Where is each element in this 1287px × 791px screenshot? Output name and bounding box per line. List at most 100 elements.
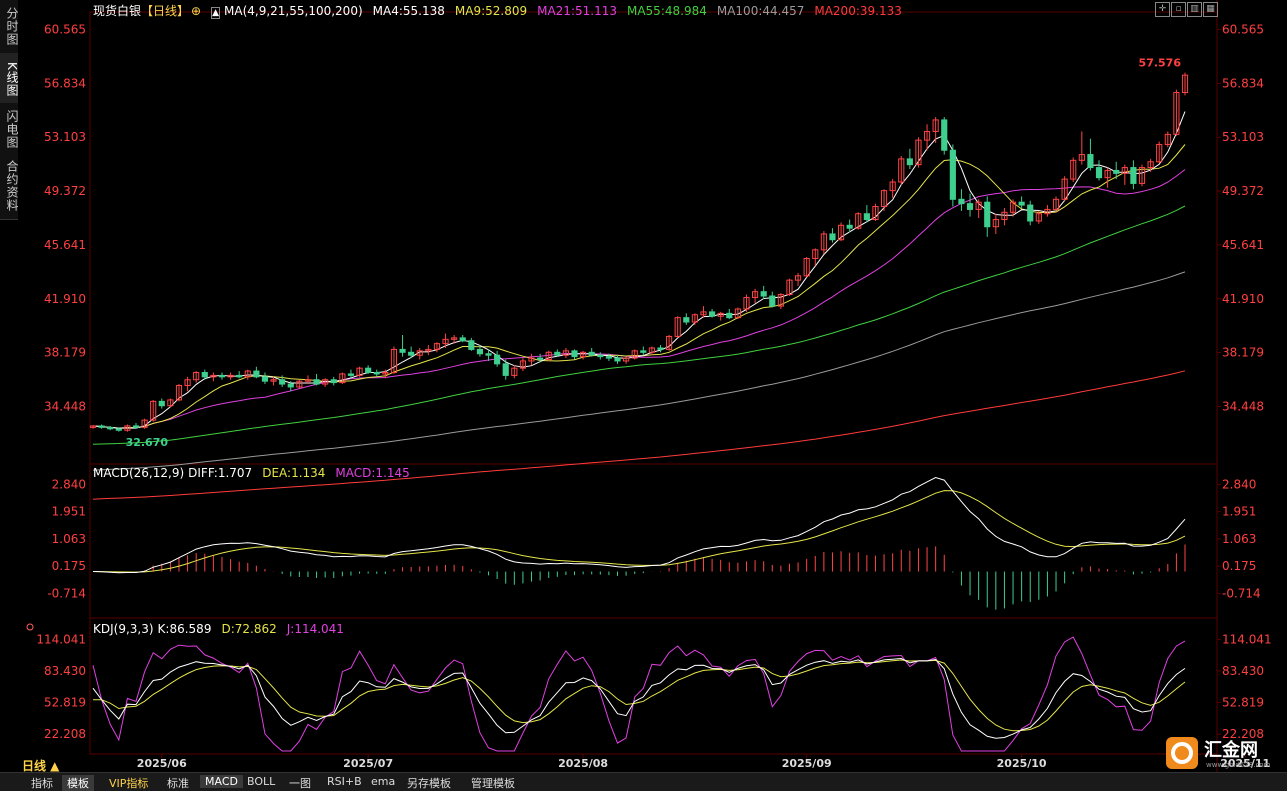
candle <box>1078 154 1085 161</box>
candle <box>330 379 337 384</box>
candle <box>562 350 569 356</box>
x-label-2: 2025/08 <box>558 757 608 770</box>
bottom-tab-3[interactable]: 标准 <box>167 777 189 790</box>
candle <box>1113 169 1120 174</box>
candle <box>898 158 905 183</box>
candle <box>261 376 269 382</box>
candle <box>717 312 724 317</box>
pane-frame-0 <box>89 11 1218 465</box>
candle <box>1027 204 1034 222</box>
candle <box>1147 161 1154 169</box>
candle <box>98 425 105 428</box>
ma-value-5: MA200:39.133 <box>814 4 902 18</box>
candle <box>984 201 991 228</box>
candle <box>279 379 286 385</box>
candle <box>270 379 277 382</box>
candle <box>837 224 845 241</box>
candle <box>614 357 621 362</box>
candle <box>691 314 698 323</box>
candle <box>623 357 630 362</box>
candle <box>1001 211 1008 221</box>
ma-value-0: MA4:55.138 <box>372 4 445 18</box>
bottom-tab-10[interactable]: 管理模板 <box>471 777 515 790</box>
candle <box>958 198 965 205</box>
candle <box>433 343 441 350</box>
candle <box>1009 201 1017 213</box>
high-annotation: 57.576 <box>1139 57 1182 70</box>
bottom-tab-0[interactable]: 指标 <box>31 777 53 790</box>
candle <box>1052 198 1060 210</box>
candle <box>743 296 750 310</box>
diff-line <box>92 476 1186 574</box>
bottom-tab-4[interactable]: MACD <box>200 775 243 788</box>
candle <box>966 203 974 210</box>
tab-kline[interactable]: K线图 <box>0 53 19 107</box>
candle <box>545 351 552 361</box>
candle <box>872 206 879 221</box>
indicator-toggle-icon[interactable]: ▲ <box>211 7 221 19</box>
price-tick-right-2: 53.103 <box>1222 130 1264 144</box>
tab-contract-info[interactable]: 合约资料 <box>0 153 19 220</box>
candle <box>554 351 561 356</box>
bottom-tab-1[interactable]: 模板 <box>62 775 94 791</box>
candle <box>365 367 372 374</box>
kdj-tick-right-0: 114.041 <box>1222 632 1272 646</box>
candle <box>941 119 948 151</box>
split-icon[interactable]: ▦ <box>1203 2 1218 17</box>
price-tick-left-4: 45.641 <box>44 238 86 252</box>
candle <box>476 348 484 355</box>
x-label-5: 2025/11 <box>1220 757 1270 770</box>
candle <box>820 233 827 251</box>
x-label-4: 2025/10 <box>997 757 1047 770</box>
price-header: 现货白银【日线】 ⊕ ▲ MA(4,9,21,55,100,200) MA4:55.13… <box>93 2 922 19</box>
bottom-tab-2[interactable]: VIP指标 <box>109 777 149 790</box>
ma100-line <box>92 271 1186 471</box>
kdj-tick-left-1: 83.430 <box>44 664 86 678</box>
bottom-tab-6[interactable]: 一图 <box>289 777 311 790</box>
candle <box>236 374 243 378</box>
period-button[interactable]: 日线 ▲ <box>22 759 60 773</box>
dea-line <box>92 490 1186 573</box>
candle <box>760 291 767 297</box>
candle <box>923 130 931 141</box>
settings-icon[interactable]: ⊕ <box>191 4 202 18</box>
kdj-k-line <box>92 657 1186 739</box>
candle <box>494 354 501 365</box>
kdj-j: J:114.041 <box>286 622 344 636</box>
bottom-tab-8[interactable]: ema <box>371 775 396 788</box>
macd-value: MACD:1.145 <box>335 466 410 480</box>
bottom-tab-5[interactable]: BOLL <box>247 775 276 788</box>
macd-tick-left-1: 1.951 <box>52 505 86 519</box>
bottom-tab-9[interactable]: 另存模板 <box>407 777 451 790</box>
candle <box>442 338 449 345</box>
macd-tick-right-4: -0.714 <box>1222 586 1261 600</box>
price-tick-right-6: 38.179 <box>1222 346 1264 360</box>
candle <box>751 291 759 298</box>
candle <box>683 317 690 323</box>
candle <box>855 213 862 229</box>
candle <box>726 312 733 319</box>
kdj-header: KDJ(9,3,3) K:86.589 D:72.862 J:114.041 <box>93 622 354 636</box>
kdj-marker-icon <box>26 623 34 631</box>
tab-flash-chart[interactable]: 闪电图 <box>0 103 19 157</box>
macd-tick-left-0: 2.840 <box>52 477 86 491</box>
gold678-logo: 汇金网 www.gold678.com <box>1166 735 1278 775</box>
ma-value-1: MA9:52.809 <box>454 4 528 18</box>
tab-timeshare[interactable]: 分时图 <box>0 0 19 54</box>
price-tick-right-1: 56.834 <box>1222 76 1264 90</box>
layout-icon[interactable]: ▥ <box>1187 2 1202 17</box>
bottom-tab-7[interactable]: RSI+B <box>327 775 362 788</box>
candle <box>150 400 157 421</box>
ma-label: MA(4,9,21,55,100,200) <box>224 4 363 18</box>
x-label-1: 2025/07 <box>343 757 393 770</box>
zoom-icon[interactable]: ▫ <box>1171 2 1186 17</box>
candle <box>588 351 595 356</box>
candle <box>1087 154 1094 169</box>
low-annotation: 32.670 <box>126 436 169 449</box>
macd-tick-right-2: 1.063 <box>1222 532 1256 546</box>
candle <box>975 201 982 210</box>
crosshair-icon[interactable]: ✛ <box>1155 2 1170 17</box>
kdj-tick-right-3: 22.208 <box>1222 727 1264 741</box>
kdj-k: K:86.589 <box>157 622 212 636</box>
